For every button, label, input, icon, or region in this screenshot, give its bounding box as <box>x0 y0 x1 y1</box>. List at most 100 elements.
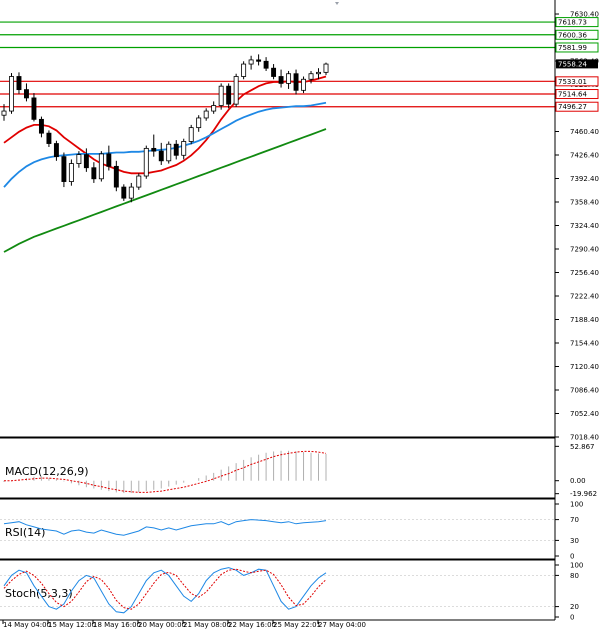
price-tick-label: 7052.40 <box>570 410 599 418</box>
support-level-label: 7514.64 <box>558 91 587 99</box>
candle-up <box>233 76 239 105</box>
candlesticks <box>1 54 329 203</box>
rsi-panel: 100 70 30 0 RSI(14) <box>0 498 583 561</box>
macd-tick-label: 0.00 <box>570 477 586 485</box>
candle-up <box>218 85 224 106</box>
candle-down <box>38 118 44 134</box>
support-level-tag <box>555 89 599 100</box>
time-tick-label: 15 May 12:00 <box>48 621 96 629</box>
price-tags: 7618.73 7600.36 7581.99 7533.01 7514.64 7496.… <box>555 17 599 112</box>
candle-down <box>256 59 262 62</box>
macd-panel: 52.867 0.00 -19.962 MACD(12,26,9) <box>0 437 597 499</box>
candle-down <box>31 97 37 120</box>
resistance-level-tag <box>555 42 599 53</box>
candle-up <box>136 175 142 188</box>
candle-up <box>181 141 187 156</box>
candle-up <box>301 78 306 91</box>
time-tick-label: 14 May 04:00 <box>3 621 51 629</box>
time-tick-label: 18 May 16:00 <box>93 621 141 629</box>
stoch-tick-label: 100 <box>570 562 583 570</box>
moving-average-ema_slow <box>3 128 327 253</box>
price-tick-label: 7630.40 <box>570 11 599 19</box>
price-tick-label: 7018.40 <box>570 434 599 442</box>
price-tick-label: 7426.40 <box>570 152 599 160</box>
candle-down <box>46 132 52 144</box>
macd-tick-label: -19.962 <box>570 490 597 498</box>
price-tick-label: 7086.40 <box>570 387 599 395</box>
candle-down <box>53 143 59 158</box>
price-tick-label: 7358.40 <box>570 199 599 207</box>
candle-up <box>323 63 329 73</box>
price-tick-label: 7460.40 <box>570 128 599 136</box>
rsi-tick-label: 0 <box>570 553 574 561</box>
stoch-k-line <box>3 567 327 614</box>
candle-up <box>68 163 74 182</box>
candle-up <box>203 110 209 119</box>
price-tick-label: 7188.40 <box>570 316 599 324</box>
rsi-tick-label: 30 <box>570 537 579 545</box>
price-tick-label: 7120.40 <box>570 363 599 371</box>
candle-down <box>263 60 269 69</box>
candle-up <box>196 117 202 129</box>
candle-down <box>271 67 277 77</box>
price-tick-label: 7256.40 <box>570 269 599 277</box>
candle-down <box>151 147 157 152</box>
current-price-label: 7558.24 <box>558 60 587 68</box>
candle-up <box>128 186 134 199</box>
candle-down <box>16 76 22 91</box>
current-price-tag <box>556 59 598 69</box>
candle-up <box>308 73 314 80</box>
rsi-indicator-label: RSI(14) <box>5 526 45 539</box>
rsi-line <box>3 519 327 536</box>
price-tick-label: 7154.40 <box>570 340 599 348</box>
candle-down <box>158 150 164 162</box>
rsi-tick-label: 100 <box>570 501 583 509</box>
time-tick-label: 22 May 16:00 <box>228 621 276 629</box>
candle-down <box>91 167 97 180</box>
candle-up <box>248 59 254 65</box>
time-tick-label: 27 May 04:00 <box>318 621 366 629</box>
stoch-tick-label: 0 <box>570 614 574 622</box>
support-level-label: 7533.01 <box>558 78 587 86</box>
resistance-level-label: 7600.36 <box>558 31 587 39</box>
candle-down <box>226 85 232 105</box>
price-tick-label: 7222.40 <box>570 293 599 301</box>
candle-down <box>173 143 179 156</box>
candle-up <box>9 76 14 112</box>
macd-signal-line <box>4 450 327 493</box>
time-tick-label: 21 May 08:00 <box>183 621 231 629</box>
candle-down <box>24 89 29 99</box>
candle-up <box>241 63 247 77</box>
candle-up <box>286 73 292 84</box>
stoch-tick-label: 20 <box>570 603 579 611</box>
time-tick-label: 25 May 22:01 <box>273 621 321 629</box>
resistance-level-label: 7618.73 <box>558 19 587 27</box>
candle-up <box>316 71 321 75</box>
price-tick-label: 7290.40 <box>570 246 599 254</box>
resistance-level-tag <box>555 29 599 40</box>
moving-average-ema_fast <box>3 75 327 175</box>
candle-up <box>211 105 217 112</box>
candle-down <box>121 186 127 199</box>
resistance-level-tag <box>555 17 599 28</box>
stoch-tick-label: 80 <box>570 572 579 580</box>
candle-up <box>76 154 82 164</box>
shift-marker-icon <box>335 2 339 5</box>
candle-down <box>113 165 119 188</box>
candle-up <box>188 127 194 142</box>
resistance-level-label: 7581.99 <box>558 44 587 52</box>
time-tick-label: 20 May 00:00 <box>138 621 186 629</box>
macd-indicator-label: MACD(12,26,9) <box>5 465 89 478</box>
candle-down <box>278 76 284 84</box>
candle-down <box>83 154 89 169</box>
support-level-tag <box>555 101 599 112</box>
stoch-d-line <box>3 568 327 610</box>
candle-down <box>293 73 299 91</box>
macd-tick-label: 52.867 <box>570 443 595 451</box>
candle-up <box>98 153 104 180</box>
stoch-indicator-label: Stoch(5,3,3) <box>5 587 73 600</box>
price-tick-label: 7392.40 <box>570 175 599 183</box>
